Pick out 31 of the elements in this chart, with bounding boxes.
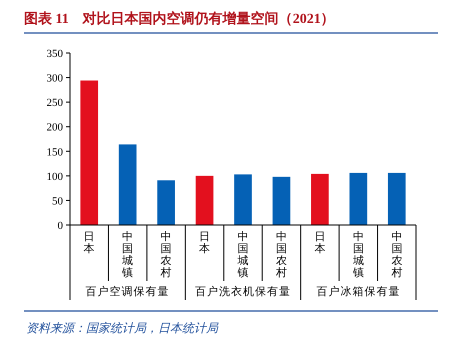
y-tick-label: 350 bbox=[46, 48, 64, 60]
x-tick-label: 中国农村 bbox=[274, 230, 287, 279]
x-tick-label: 日本 bbox=[199, 231, 210, 255]
y-tick-label: 300 bbox=[46, 72, 64, 85]
bar bbox=[349, 172, 368, 225]
text: 百户冰箱保有量 bbox=[316, 285, 400, 298]
x-tick-label: 中国城镇 bbox=[352, 230, 364, 279]
text: 资料来源：国家统计局，日本统计局 bbox=[26, 321, 219, 335]
y-tick-label: 50 bbox=[52, 195, 64, 208]
x-tick-label: 日本 bbox=[314, 231, 326, 255]
bar bbox=[118, 144, 137, 225]
bar bbox=[157, 180, 175, 225]
x-tick-label: 日本 bbox=[84, 231, 95, 255]
bar bbox=[196, 176, 214, 225]
x-tick-label: 中国农村 bbox=[160, 230, 172, 279]
bar bbox=[388, 172, 406, 225]
x-tick-label: 中国城镇 bbox=[236, 230, 248, 279]
y-tick-label: 250 bbox=[46, 97, 64, 110]
bar bbox=[272, 176, 290, 225]
bar bbox=[311, 174, 329, 225]
text: 百户空调保有量 bbox=[86, 285, 170, 298]
bar bbox=[80, 80, 98, 225]
text: 百户洗衣机保有量 bbox=[195, 285, 291, 298]
y-tick-label: 100 bbox=[46, 170, 64, 183]
x-tick-label: 中国农村 bbox=[390, 230, 402, 279]
x-tick-label: 中国城镇 bbox=[121, 230, 134, 279]
y-tick-label: 0 bbox=[58, 220, 64, 232]
bar bbox=[234, 174, 252, 225]
chart-title: 图表 11 对比日本国内空调仍有增量空间（2021） bbox=[24, 10, 335, 27]
y-tick-label: 150 bbox=[46, 146, 64, 158]
y-tick-label: 200 bbox=[46, 122, 64, 134]
